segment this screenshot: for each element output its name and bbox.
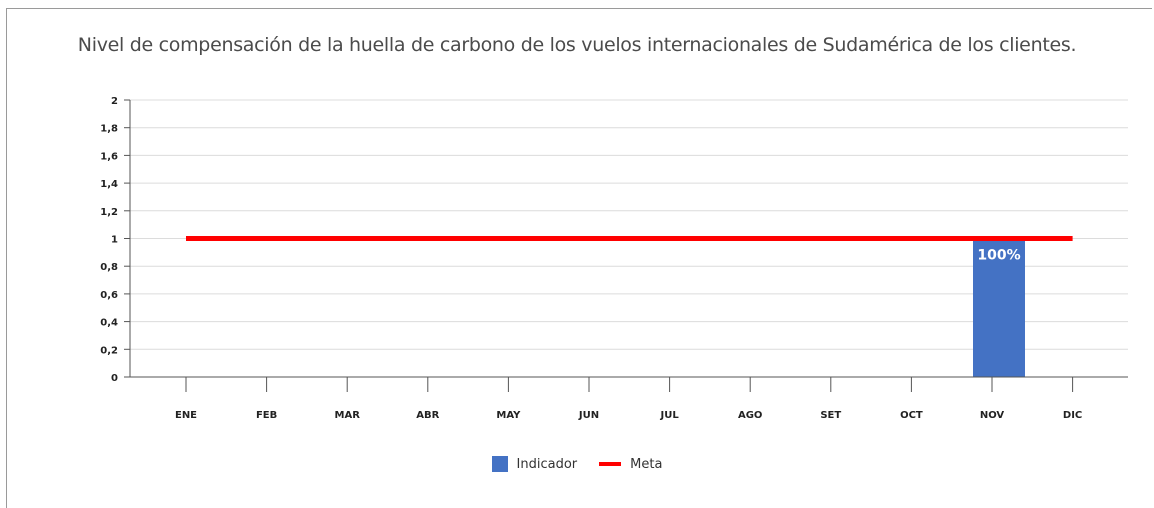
y-tick-label: 0 <box>111 373 118 384</box>
y-tick-label: 2 <box>111 96 118 107</box>
y-tick-label: 0,6 <box>100 290 118 301</box>
x-tick-label: FEB <box>256 410 277 421</box>
x-tick-label: OCT <box>900 410 923 421</box>
x-tick-label: JUN <box>578 410 599 421</box>
legend-item-indicador: Indicador <box>491 456 578 472</box>
x-tick-label: JUL <box>659 410 679 421</box>
bar-data-label: 100% <box>977 248 1020 264</box>
y-tick-label: 1 <box>111 235 118 246</box>
x-tick-label: SET <box>820 410 841 421</box>
x-tick-label: NOV <box>980 410 1005 421</box>
chart-title: Nivel de compensación de la huella de ca… <box>77 34 1077 56</box>
x-tick-label: MAR <box>335 410 361 421</box>
legend-swatch-indicador <box>491 456 508 472</box>
y-tick-label: 0,4 <box>100 318 118 329</box>
legend-label-meta: Meta <box>630 456 663 472</box>
chart-legend: Indicador Meta <box>0 456 1154 472</box>
x-tick-label: DIC <box>1063 410 1082 421</box>
x-tick-label: ENE <box>175 410 197 421</box>
y-tick-label: 0,2 <box>100 345 118 356</box>
y-tick-label: 1,4 <box>100 179 118 190</box>
x-tick-label: AGO <box>738 410 762 421</box>
y-tick-label: 1,6 <box>100 151 118 162</box>
legend-item-meta: Meta <box>599 457 662 472</box>
y-tick-label: 1,2 <box>100 207 118 218</box>
chart-frame <box>6 8 1152 508</box>
x-tick-label: MAY <box>496 410 521 421</box>
x-tick-label: ABR <box>416 410 439 421</box>
y-tick-label: 0,8 <box>100 262 118 273</box>
y-tick-label: 1,8 <box>100 124 118 135</box>
bar-indicador <box>973 238 1025 377</box>
legend-swatch-meta <box>599 462 622 466</box>
legend-label-indicador: Indicador <box>516 456 578 472</box>
